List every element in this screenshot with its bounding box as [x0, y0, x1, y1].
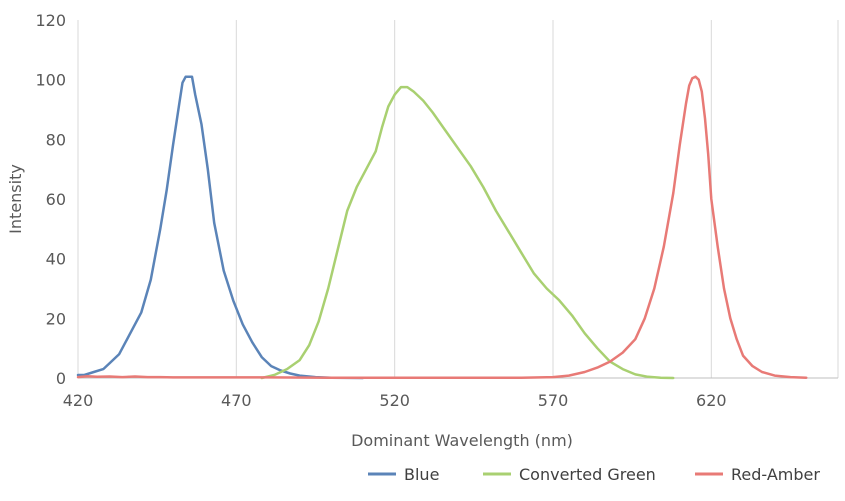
- x-tick-label: 620: [696, 391, 727, 410]
- x-tick-label: 570: [538, 391, 569, 410]
- y-tick-label: 40: [46, 250, 66, 269]
- y-tick-label: 100: [35, 71, 66, 90]
- y-axis-title: Intensity: [6, 164, 25, 234]
- y-tick-label: 120: [35, 11, 66, 30]
- legend-label-converted-green: Converted Green: [519, 465, 656, 484]
- series-line-blue: [76, 75, 365, 380]
- legend: Blue Converted Green Red-Amber: [368, 465, 820, 484]
- y-tick-label: 0: [56, 369, 66, 388]
- series-line-converted-green: [260, 85, 675, 380]
- x-axis-title: Dominant Wavelength (nm): [351, 431, 573, 450]
- series-line-red-amber: [76, 75, 808, 379]
- x-tick-label: 420: [63, 391, 94, 410]
- y-tick-label: 60: [46, 190, 66, 209]
- axis-lines: [77, 20, 838, 379]
- x-tick-labels: 420 470 520 570 620: [63, 391, 727, 410]
- gridlines: [235, 20, 839, 378]
- x-tick-label: 470: [221, 391, 252, 410]
- y-tick-label: 20: [46, 309, 66, 328]
- series-lines: [76, 75, 808, 380]
- y-tick-label: 80: [46, 130, 66, 149]
- x-tick-label: 520: [379, 391, 410, 410]
- y-tick-labels: 0 20 40 60 80 100 120: [35, 11, 66, 388]
- legend-label-blue: Blue: [404, 465, 439, 484]
- legend-label-red-amber: Red-Amber: [731, 465, 820, 484]
